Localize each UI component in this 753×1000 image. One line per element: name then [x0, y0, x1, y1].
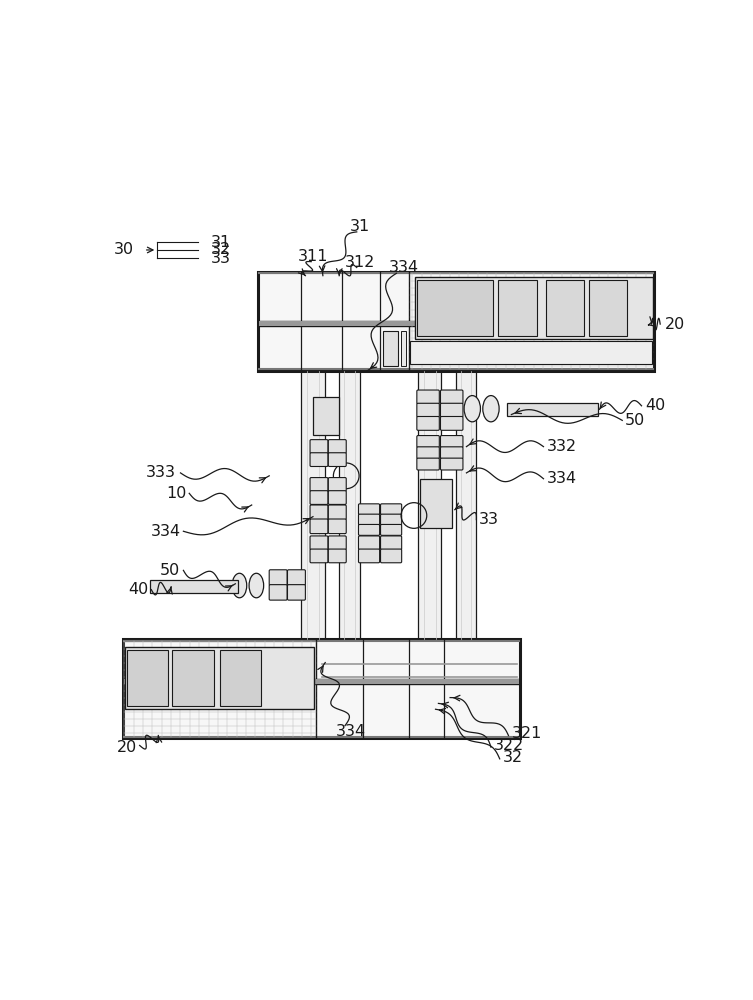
- FancyBboxPatch shape: [328, 549, 346, 563]
- Ellipse shape: [464, 396, 480, 422]
- Bar: [415, 277, 653, 339]
- FancyBboxPatch shape: [441, 447, 463, 459]
- Bar: [508, 403, 598, 416]
- Bar: [589, 280, 627, 336]
- Bar: [124, 679, 519, 684]
- Text: 312: 312: [344, 255, 375, 270]
- FancyBboxPatch shape: [441, 436, 463, 447]
- Text: 31: 31: [349, 219, 370, 234]
- FancyBboxPatch shape: [310, 453, 328, 466]
- Text: 30: 30: [114, 242, 134, 257]
- FancyBboxPatch shape: [380, 536, 401, 550]
- Bar: [456, 371, 477, 639]
- FancyBboxPatch shape: [417, 416, 439, 430]
- FancyBboxPatch shape: [310, 478, 328, 491]
- Bar: [172, 650, 214, 706]
- FancyBboxPatch shape: [380, 524, 401, 535]
- Text: 332: 332: [547, 439, 577, 454]
- Bar: [258, 272, 654, 371]
- FancyBboxPatch shape: [441, 403, 463, 417]
- FancyBboxPatch shape: [310, 549, 328, 563]
- Bar: [417, 280, 493, 336]
- Text: 311: 311: [297, 249, 328, 264]
- FancyBboxPatch shape: [358, 524, 380, 535]
- FancyBboxPatch shape: [441, 390, 463, 404]
- FancyBboxPatch shape: [310, 536, 328, 550]
- Text: 32: 32: [503, 750, 523, 765]
- Bar: [150, 580, 238, 593]
- FancyBboxPatch shape: [358, 549, 380, 563]
- FancyBboxPatch shape: [310, 519, 328, 534]
- FancyBboxPatch shape: [358, 514, 380, 525]
- FancyBboxPatch shape: [328, 491, 346, 504]
- Bar: [546, 280, 584, 336]
- Bar: [419, 479, 452, 528]
- Bar: [127, 650, 169, 706]
- FancyBboxPatch shape: [417, 390, 439, 404]
- FancyBboxPatch shape: [288, 585, 306, 600]
- Ellipse shape: [232, 573, 247, 598]
- FancyBboxPatch shape: [417, 403, 439, 417]
- FancyBboxPatch shape: [380, 514, 401, 525]
- FancyBboxPatch shape: [417, 436, 439, 447]
- FancyBboxPatch shape: [328, 478, 346, 491]
- Bar: [383, 331, 398, 366]
- FancyBboxPatch shape: [417, 458, 439, 470]
- Bar: [339, 371, 360, 639]
- Bar: [401, 331, 407, 366]
- Ellipse shape: [483, 396, 499, 422]
- Text: 334: 334: [151, 524, 181, 539]
- FancyBboxPatch shape: [441, 416, 463, 430]
- FancyBboxPatch shape: [358, 536, 380, 550]
- FancyBboxPatch shape: [270, 570, 287, 585]
- Text: 31: 31: [211, 235, 231, 250]
- Bar: [220, 650, 261, 706]
- FancyBboxPatch shape: [310, 440, 328, 453]
- Bar: [301, 371, 325, 639]
- FancyBboxPatch shape: [328, 453, 346, 466]
- FancyBboxPatch shape: [417, 447, 439, 459]
- FancyBboxPatch shape: [288, 570, 306, 585]
- Text: 322: 322: [494, 738, 524, 753]
- Bar: [418, 371, 441, 639]
- FancyBboxPatch shape: [380, 504, 401, 515]
- FancyBboxPatch shape: [441, 458, 463, 470]
- Text: 334: 334: [547, 471, 577, 486]
- Text: 33: 33: [211, 251, 231, 266]
- FancyBboxPatch shape: [328, 440, 346, 453]
- FancyBboxPatch shape: [270, 585, 287, 600]
- Text: 20: 20: [665, 317, 685, 332]
- FancyBboxPatch shape: [310, 491, 328, 504]
- Text: 40: 40: [645, 398, 666, 413]
- FancyBboxPatch shape: [310, 505, 328, 520]
- FancyBboxPatch shape: [328, 519, 346, 534]
- Text: 321: 321: [511, 726, 541, 741]
- Text: 333: 333: [146, 465, 176, 480]
- Text: 334: 334: [336, 724, 366, 739]
- FancyBboxPatch shape: [380, 549, 401, 563]
- FancyBboxPatch shape: [328, 536, 346, 550]
- FancyBboxPatch shape: [358, 504, 380, 515]
- Text: 50: 50: [625, 413, 645, 428]
- Bar: [498, 280, 537, 336]
- Text: 20: 20: [117, 740, 137, 755]
- Text: 334: 334: [389, 260, 419, 275]
- Text: 50: 50: [160, 563, 181, 578]
- Ellipse shape: [249, 573, 264, 598]
- Bar: [410, 341, 652, 364]
- Text: 10: 10: [166, 486, 186, 501]
- Bar: [259, 321, 653, 326]
- Text: 32: 32: [211, 242, 231, 257]
- Bar: [123, 639, 520, 738]
- Text: 40: 40: [128, 582, 148, 597]
- Bar: [125, 647, 314, 709]
- Text: 33: 33: [479, 512, 499, 527]
- FancyBboxPatch shape: [328, 505, 346, 520]
- Bar: [313, 397, 339, 435]
